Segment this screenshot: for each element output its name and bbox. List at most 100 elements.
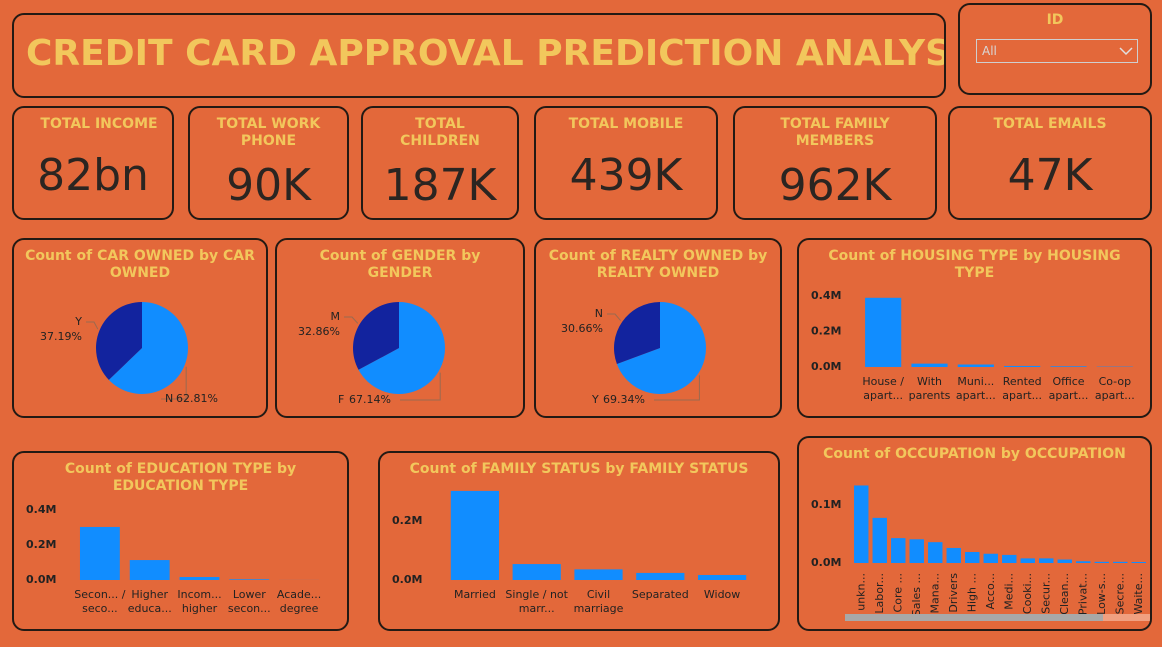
bar [983,553,998,563]
bar [854,485,869,563]
pie-slice [108,302,188,394]
x-tick-label: Higher educa... [127,588,172,615]
pie-slice [353,302,399,370]
bar [946,547,961,563]
chart-panel: F 67.14% M 32.86% Count of GENDER by GENDER [275,238,525,418]
x-tick-label-box: House / apart... [862,375,904,402]
pie-category-label: N [595,307,603,320]
bar [891,538,906,563]
chart-title: Count of EDUCATION TYPE by EDUCATION TYP… [64,461,297,494]
x-tick-label-box: Secon... / seco... [74,588,125,615]
x-tick-label: Cooki... [1021,573,1034,614]
x-tick-label: Lower secon... [227,588,271,615]
chart: 0.0M 0.1M unkn... Labor... Core ... Sales ...… [811,485,1150,621]
chart: N 62.81% Y 37.19% [40,302,218,405]
pie-slice [96,302,142,380]
x-tick-label: House / apart... [862,375,904,402]
bar [79,526,120,580]
x-tick-label: Muni... apart... [955,375,996,402]
chart: 0.0M 0.2M 0.4M Secon... / seco...Higher edu… [26,503,322,615]
bar [1002,554,1017,563]
x-tick-label: Widow [703,588,741,601]
x-tick-label: Acade... degree [276,588,322,615]
x-tick-label-box: Married [453,588,496,601]
x-tick-label: Core ... [891,573,904,612]
kpi-label: TOTAL EMAILS [993,116,1107,132]
leader-line [654,375,700,401]
x-tick-label: Separated [631,588,689,601]
kpi-card: TOTAL MOBILE 439K [534,106,718,220]
bar [909,539,924,563]
x-tick-label: Office apart... [1048,375,1089,402]
leader-line [161,366,187,400]
y-tick-label: 0.0M [811,360,841,373]
x-tick-label-box: Rented apart... [1002,375,1043,402]
leader-line [607,313,621,321]
bar [928,542,943,563]
x-tick-label-box: Incom... higher [177,588,222,615]
bar [574,569,623,580]
bar [450,490,500,580]
chart: Y 69.34% N 30.66% [561,302,706,406]
x-tick-label-box: Civil marriage [574,588,624,615]
y-tick-label: 0.0M [26,573,56,586]
pie-category-label: N [165,392,173,405]
x-tick-label: unkn... [854,573,867,611]
bar [1076,561,1091,563]
bar [229,579,270,580]
leader-line [344,316,359,324]
x-tick-label: Incom... higher [177,588,222,615]
x-tick-label: Sales ... [910,573,923,616]
scrollbar-thumb [845,614,1103,621]
kpi-card: TOTAL INCOME 82bn [12,106,174,220]
chart-title: Count of HOUSING TYPE by HOUSING TYPE [828,248,1121,281]
kpi-card: TOTAL WORK PHONE 90K [188,106,349,220]
title-panel: CREDIT CARD APPROVAL PREDICTION ANALYSIS [12,13,946,98]
x-tick-label-box: Higher educa... [127,588,172,615]
x-tick-label: Co-op apart... [1094,375,1135,402]
x-tick-label-box: Acade... degree [276,588,322,615]
x-tick-label: Medi... [1002,573,1015,610]
kpi-label: TOTAL WORK PHONE [216,116,321,149]
pie-slice [358,302,445,394]
bar [965,552,980,563]
kpi-value: 47K [1007,150,1093,201]
chart: 0.0M 0.2M Married Single / not marr...Civil… [392,490,747,615]
slicer-panel: ID All [958,3,1152,95]
slicer-value: All [982,44,997,58]
bar [129,560,170,580]
x-tick-label-box: Separated [631,588,689,601]
pie-value-label: 62.81% [176,392,218,405]
pie-category-label: Y [591,393,599,406]
x-tick-label: Rented apart... [1002,375,1043,402]
kpi-card: TOTAL FAMILY MEMBERS 962K [733,106,937,220]
pie-category-label: M [331,310,341,323]
chart: 0.0M 0.2M 0.4M House / apart...With parents… [811,289,1135,402]
y-tick-label: 0.0M [392,573,422,586]
x-tick-label-box: Muni... apart... [955,375,996,402]
dropdown-icon [1119,47,1133,56]
dashboard-title: CREDIT CARD APPROVAL PREDICTION ANALYSIS [26,33,946,74]
x-tick-label: Mana... [928,573,941,613]
chart-title: Count of REALTY OWNED by REALTY OWNED [548,248,768,281]
y-tick-label: 0.2M [392,514,422,527]
bar [872,517,887,563]
chart-panel: 0.0M 0.2M 0.4M Secon... / seco... Higher edu… [12,451,349,631]
pie-slice [614,302,660,365]
x-tick-label-box: Single / not marr... [505,588,568,615]
x-tick-label: Waite... [1132,573,1145,615]
kpi-card: TOTAL EMAILS 47K [948,106,1152,220]
x-tick-label: Married [453,588,496,601]
x-tick-label: Labor... [873,573,886,614]
bar [1094,561,1109,563]
bar [512,564,561,580]
y-tick-label: 0.0M [811,556,841,569]
bar [636,572,685,580]
leader-line [86,321,99,330]
bar [1039,558,1054,563]
chart-panel: N 62.81% Y 37.19% Count of CAR OWNED by CAR … [12,238,268,418]
pie-value-label: 67.14% [349,393,391,406]
slicer-dropdown[interactable]: All [976,39,1138,63]
kpi-value: 187K [383,160,497,211]
